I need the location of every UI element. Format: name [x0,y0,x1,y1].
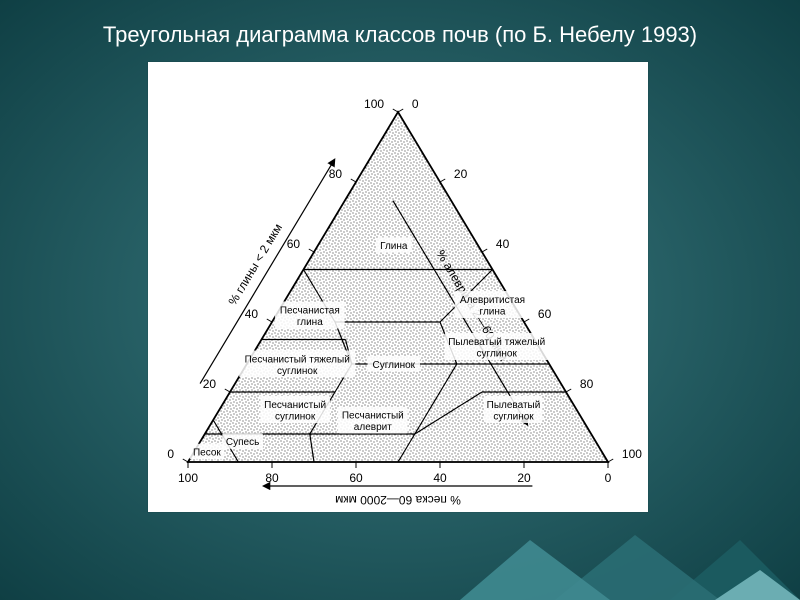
svg-text:100: 100 [364,97,384,111]
svg-text:Супесь: Супесь [226,437,259,448]
slide-title: Треугольная диаграмма классов почв (по Б… [0,22,800,48]
slide-stage: Треугольная диаграмма классов почв (по Б… [0,0,800,600]
svg-text:100: 100 [622,447,642,461]
svg-text:40: 40 [433,471,447,485]
svg-text:60: 60 [287,237,301,251]
svg-text:20: 20 [517,471,531,485]
svg-text:Пылеватый: Пылеватый [487,400,541,411]
svg-text:0: 0 [412,97,419,111]
svg-text:80: 80 [580,377,594,391]
svg-text:80: 80 [329,167,343,181]
ternary-diagram: 0 20 40 60 80 100 0 20 40 60 80 100 0 20 40 60 80 100 % гл… [148,62,648,512]
svg-text:20: 20 [203,377,217,391]
svg-text:суглинок: суглинок [493,411,534,422]
svg-text:0: 0 [605,471,612,485]
svg-text:Песчанистый: Песчанистый [342,410,404,421]
svg-text:60: 60 [538,307,552,321]
svg-text:Глина: Глина [380,241,408,252]
svg-text:% глины < 2 мкм: % глины < 2 мкм [225,221,285,308]
svg-text:40: 40 [496,237,510,251]
svg-text:Алевритистая: Алевритистая [460,295,525,306]
svg-text:100: 100 [178,471,198,485]
svg-text:глина: глина [480,306,506,317]
svg-text:суглинок: суглинок [477,348,518,359]
svg-text:40: 40 [245,307,259,321]
svg-text:суглинок: суглинок [277,366,318,377]
svg-text:% песка 60—2000 мкм: % песка 60—2000 мкм [335,493,461,507]
svg-text:Песок: Песок [193,448,221,459]
svg-text:Пылеватый тяжелый: Пылеватый тяжелый [448,337,545,348]
svg-text:Песчанистая: Песчанистая [280,305,340,316]
svg-text:Песчанистый тяжелый: Песчанистый тяжелый [245,354,350,365]
svg-text:Песчанистый: Песчанистый [264,400,326,411]
svg-text:60: 60 [349,471,363,485]
svg-text:Суглинок: Суглинок [373,360,416,371]
svg-text:0: 0 [167,447,174,461]
svg-text:суглинок: суглинок [275,411,316,422]
svg-text:алеврит: алеврит [354,422,392,433]
svg-text:20: 20 [454,167,468,181]
svg-text:80: 80 [265,471,279,485]
svg-text:глина: глина [297,317,323,328]
